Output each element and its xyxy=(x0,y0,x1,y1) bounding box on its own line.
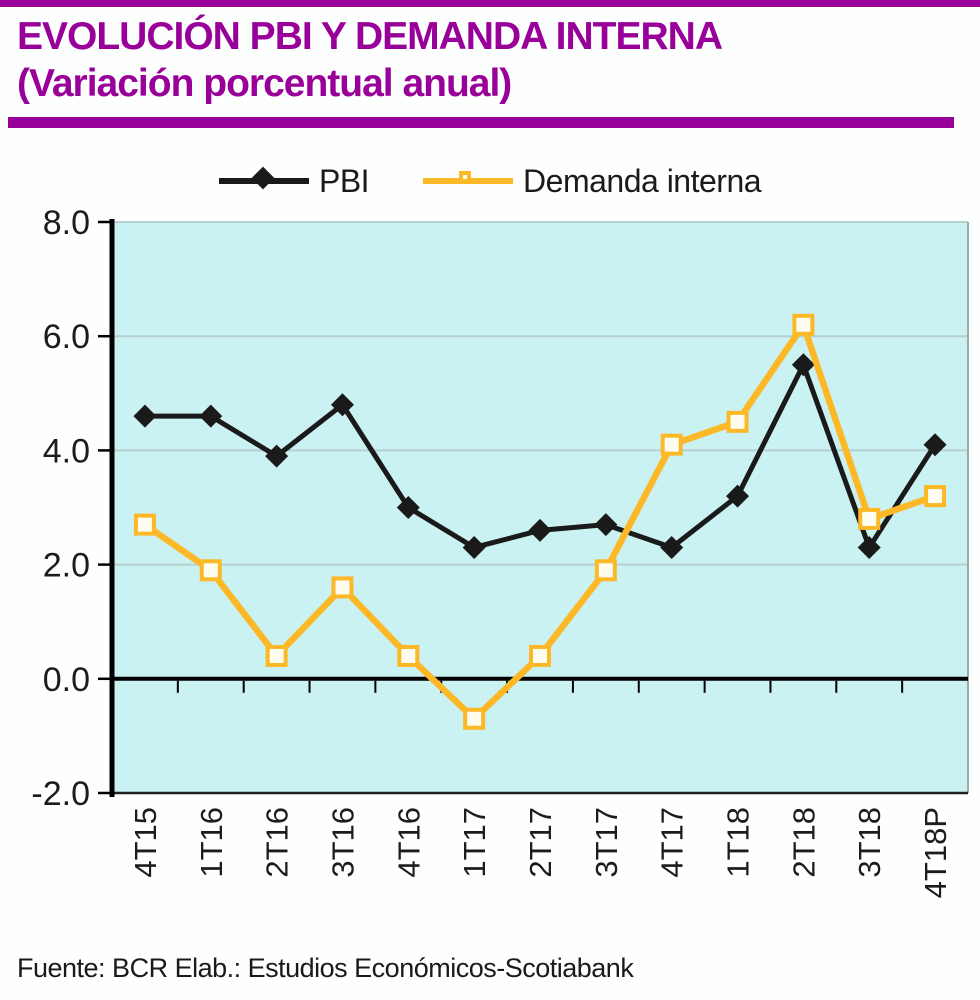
legend-label-pbi: PBI xyxy=(318,162,370,199)
pbi-marker xyxy=(594,513,618,537)
x-tick-label: 2T16 xyxy=(260,807,295,878)
pbi-marker xyxy=(330,393,354,417)
x-tick-label: 4T16 xyxy=(391,807,426,878)
x-tick-label: 1T18 xyxy=(721,807,756,878)
x-tick-label: 3T16 xyxy=(325,807,360,878)
demanda-interna-marker xyxy=(397,644,420,667)
demanda-interna-marker xyxy=(924,485,947,508)
demanda-interna-marker xyxy=(726,410,749,433)
x-tick-label: 1T16 xyxy=(194,807,229,878)
evolution-line-chart: 8.0 6.0 4.0 2.0 0.0 -2.0 4T15 1T16 2T16 3T16 4T16 1… xyxy=(31,204,969,898)
y-tick-label: 2.0 xyxy=(43,547,90,585)
pbi-marker xyxy=(923,433,947,457)
demanda-interna-marker xyxy=(594,559,617,582)
page-subtitle: (Variación porcentual anual) xyxy=(17,62,512,105)
demanda-interna-marker xyxy=(199,559,222,582)
y-tick-label: 6.0 xyxy=(43,318,90,356)
chart-legend: PBI Demanda interna xyxy=(0,156,980,206)
pbi-marker xyxy=(857,535,881,559)
demanda-interna-marker xyxy=(529,644,551,667)
x-tick-label: 3T18 xyxy=(852,807,887,878)
pbi-marker xyxy=(660,535,684,559)
demanda-interna-marker xyxy=(660,433,683,456)
pbi-marker xyxy=(726,484,750,508)
source-note: Fuente: BCR Elab.: Estudios Económicos-S… xyxy=(17,953,634,983)
demanda-interna-line-swatch xyxy=(423,171,514,184)
y-tick-label: 4.0 xyxy=(43,432,90,470)
pbi-marker xyxy=(462,535,486,559)
x-tick-label: 2T17 xyxy=(523,807,558,878)
legend-label-demanda-interna: Demanda interna xyxy=(523,162,762,199)
x-tick-label: 4T18P xyxy=(918,807,953,898)
y-tick-label: 0.0 xyxy=(43,661,90,699)
pbi-marker xyxy=(199,404,223,428)
legend-item-pbi: PBI xyxy=(218,162,370,200)
diamond-marker-icon xyxy=(251,166,275,190)
top-border-bar xyxy=(0,0,980,7)
title-underline-rule xyxy=(8,117,954,128)
demanda-interna-marker xyxy=(133,513,156,536)
demanda-interna-marker xyxy=(463,707,486,730)
y-tick-label: 8.0 xyxy=(43,204,90,242)
chart-header: EVOLUCIÓN PBI Y DEMANDA INTERNA (Variaci… xyxy=(17,13,967,107)
pbi-marker xyxy=(133,404,157,428)
legend-item-demanda-interna: Demanda interna xyxy=(423,162,762,200)
x-tick-label: 4T17 xyxy=(655,807,690,878)
pbi-marker xyxy=(396,496,420,519)
demanda-interna-marker xyxy=(792,313,815,336)
open-square-marker-icon xyxy=(459,171,472,183)
x-tick-label: 4T15 xyxy=(128,807,163,878)
demanda-interna-marker xyxy=(331,576,354,599)
pbi-marker xyxy=(265,444,289,468)
demanda-interna-marker xyxy=(265,644,288,667)
x-tick-label: 1T17 xyxy=(457,807,492,878)
x-tick-label: 3T17 xyxy=(589,807,624,878)
pbi-marker xyxy=(528,518,552,542)
pbi-line-swatch xyxy=(218,166,309,190)
demanda-interna-marker xyxy=(858,507,881,530)
y-tick-label: -2.0 xyxy=(31,775,90,813)
page-title: EVOLUCIÓN PBI Y DEMANDA INTERNA xyxy=(17,15,723,58)
x-tick-label: 2T18 xyxy=(786,807,821,878)
plot-area xyxy=(112,222,968,793)
pbi-marker xyxy=(791,353,815,377)
